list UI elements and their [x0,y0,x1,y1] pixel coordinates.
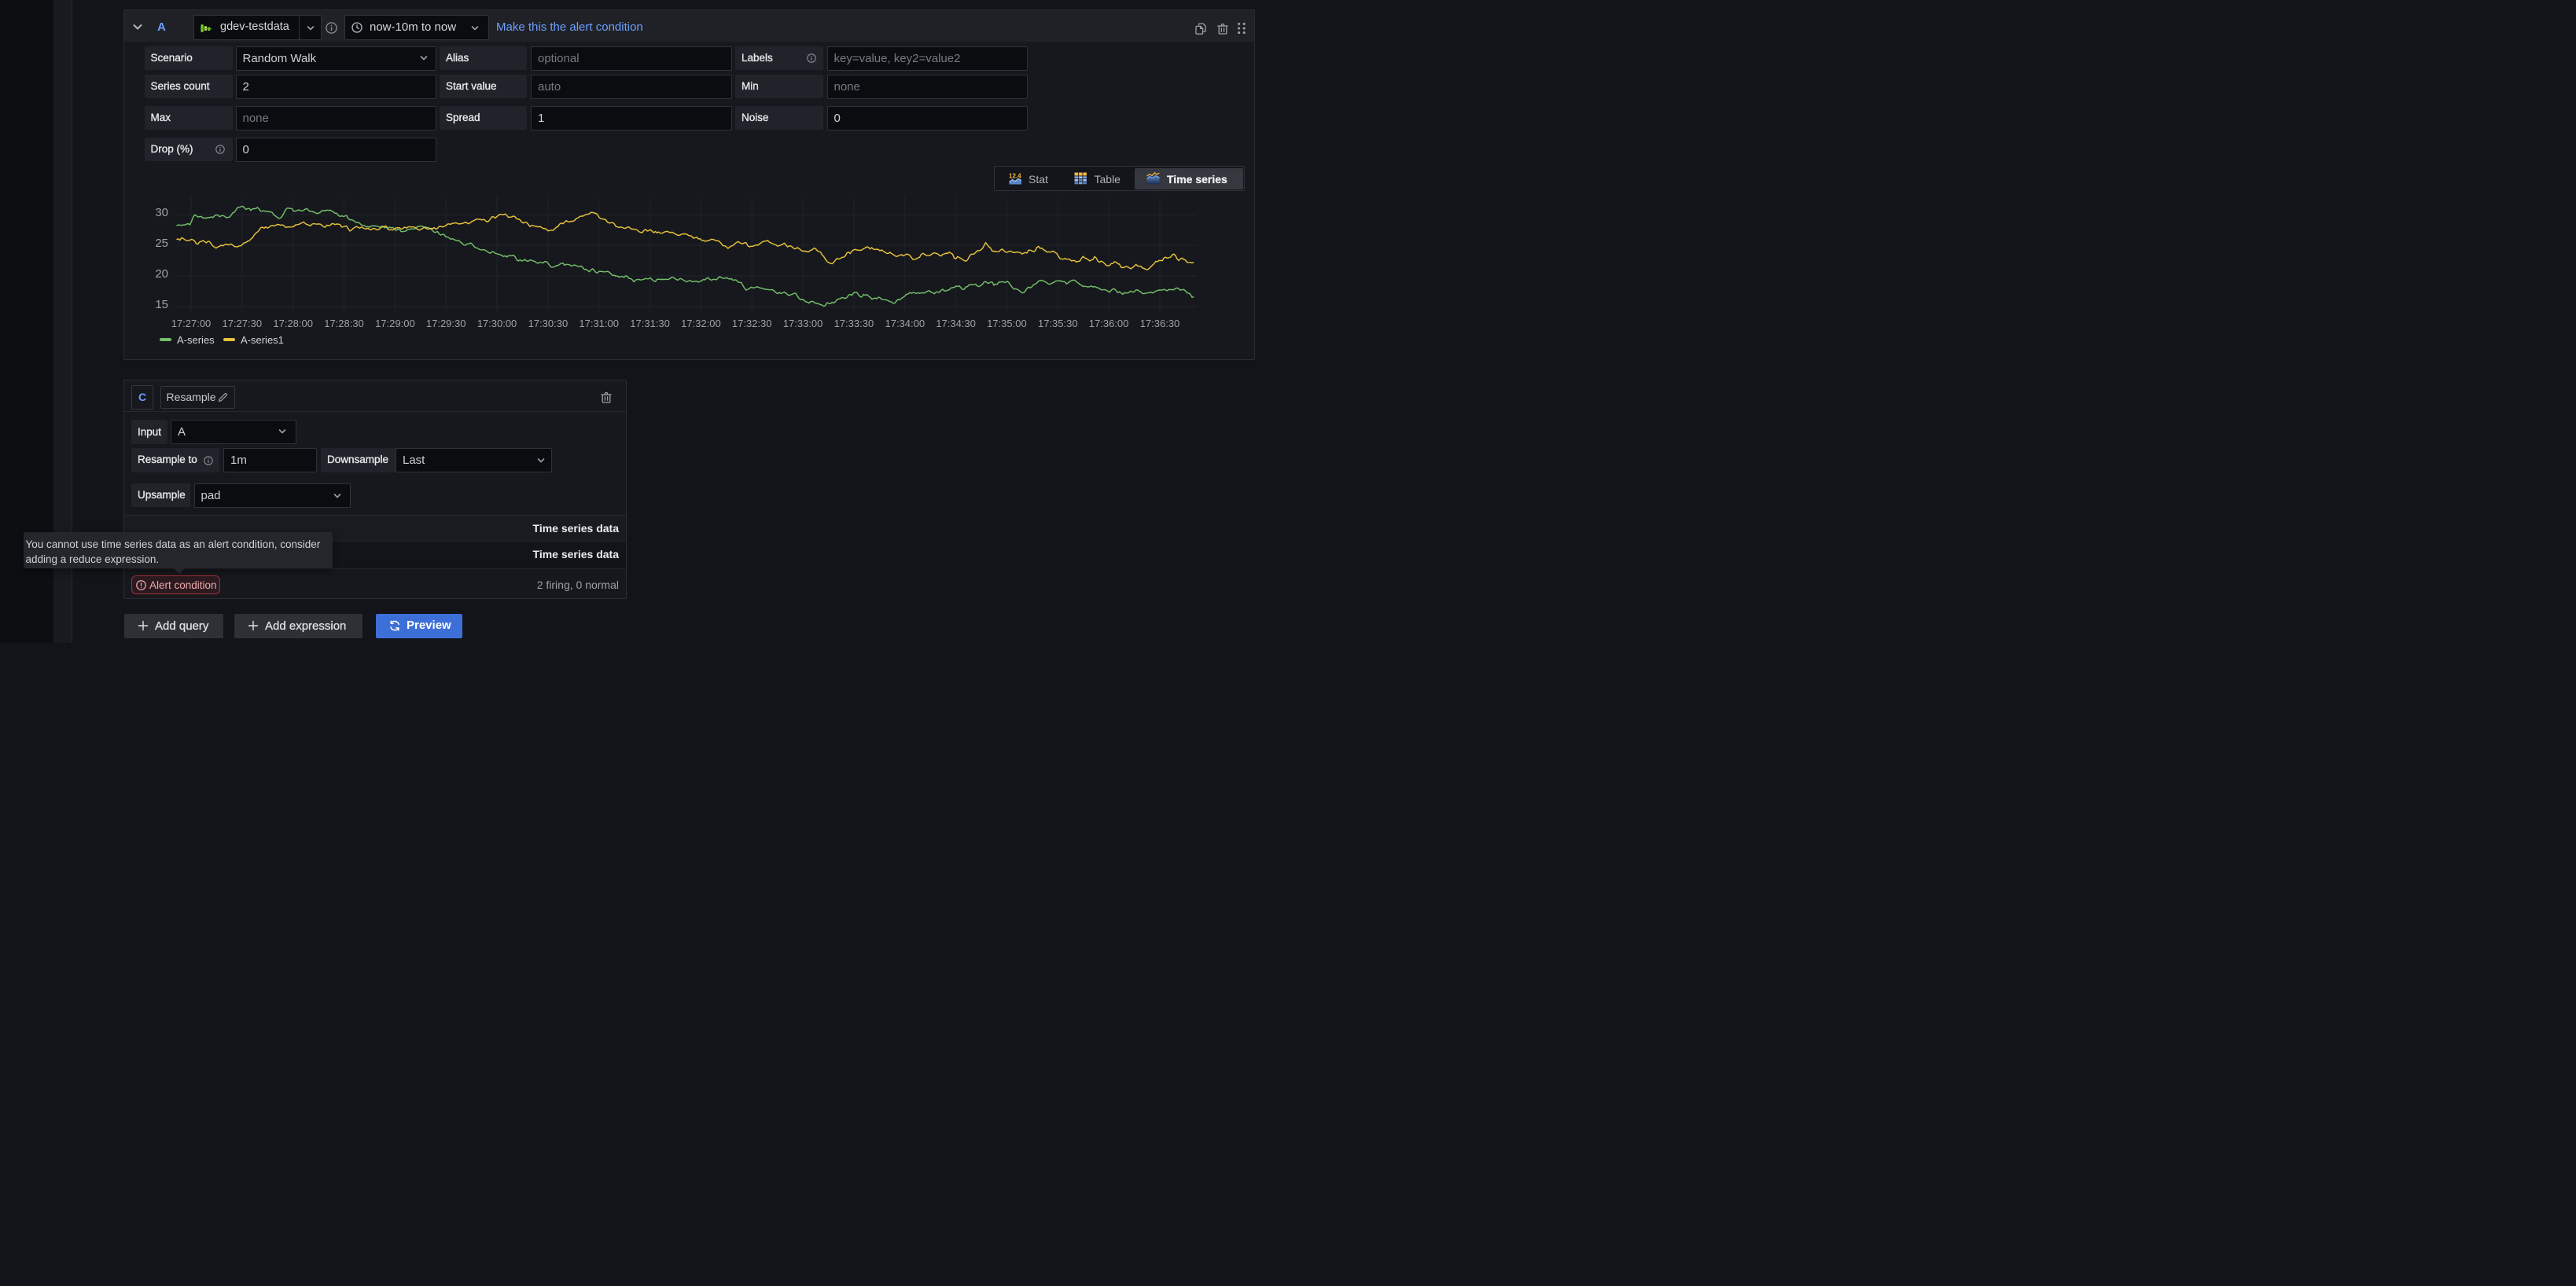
svg-text:12.4: 12.4 [1009,173,1021,180]
